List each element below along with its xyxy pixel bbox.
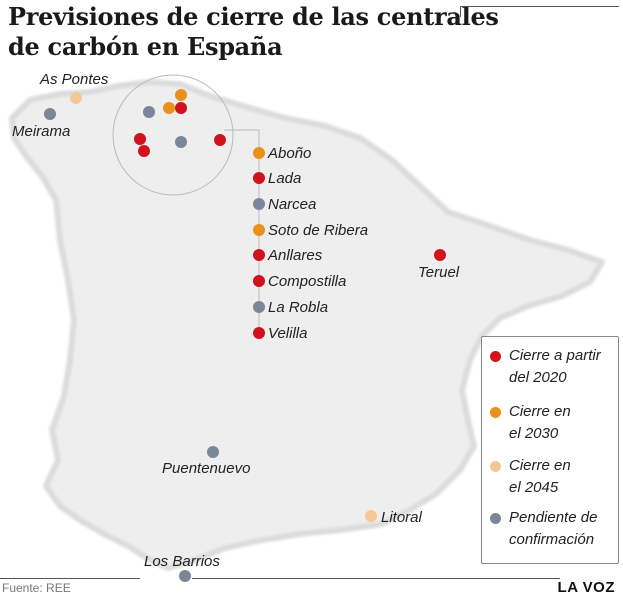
legend-item-cierre-2020: Cierre a partir del 2020 bbox=[490, 345, 623, 389]
plant-marker-narcea[interactable] bbox=[253, 198, 265, 210]
plant-label-compostilla: Compostilla bbox=[268, 273, 346, 290]
map-title-line-1: Previsiones de cierre de las centrales bbox=[8, 2, 499, 31]
plant-marker-soto-de-ribera[interactable] bbox=[253, 224, 265, 236]
cluster-plant-marker bbox=[134, 133, 146, 145]
plant-label-as-pontes: As Pontes bbox=[39, 71, 109, 88]
plant-label-teruel: Teruel bbox=[418, 264, 460, 281]
legend-item-cierre-2030: Cierre en el 2030 bbox=[490, 401, 623, 445]
legend-label: Pendiente de confirmación bbox=[509, 509, 598, 548]
brand-logo: LA VOZ bbox=[557, 579, 615, 596]
legend-label: Cierre en el 2045 bbox=[509, 457, 571, 496]
legend-dot-icon bbox=[490, 407, 501, 418]
connector-line bbox=[224, 129, 260, 334]
plant-marker-lada[interactable] bbox=[253, 172, 265, 184]
plant-marker-abono[interactable] bbox=[253, 147, 265, 159]
plant-label-abono: Aboño bbox=[267, 145, 311, 162]
footer-rule-right bbox=[192, 578, 560, 579]
plant-label-velilla: Velilla bbox=[268, 325, 307, 342]
cluster-plant-marker bbox=[143, 106, 155, 118]
legend-label: Cierre en el 2030 bbox=[509, 403, 571, 442]
plant-marker-meirama[interactable] bbox=[44, 108, 56, 120]
legend-dot-icon bbox=[490, 513, 501, 524]
map-title-line-2: de carbón en España bbox=[8, 32, 283, 61]
plant-label-puentenuevo: Puentenuevo bbox=[162, 460, 250, 477]
plant-marker-litoral[interactable] bbox=[365, 510, 377, 522]
plant-marker-anllares[interactable] bbox=[253, 249, 265, 261]
legend-item-pendiente: Pendiente de confirmación bbox=[490, 507, 623, 551]
plant-label-los-barrios: Los Barrios bbox=[144, 553, 220, 570]
plant-marker-compostilla[interactable] bbox=[253, 275, 265, 287]
cluster-plant-marker bbox=[138, 145, 150, 157]
plant-marker-as-pontes[interactable] bbox=[70, 92, 82, 104]
map-title: Previsiones de cierre de las centrales d… bbox=[8, 2, 499, 62]
footer: Fuente: REE LA VOZ bbox=[0, 578, 623, 597]
cluster-plant-marker bbox=[163, 102, 175, 114]
peninsula-shape bbox=[9, 79, 605, 571]
plant-label-soto-de-ribera: Soto de Ribera bbox=[268, 222, 368, 239]
legend: Cierre a partir del 2020 Cierre en el 203… bbox=[481, 336, 619, 564]
legend-dot-icon bbox=[490, 461, 501, 472]
plant-label-narcea: Narcea bbox=[268, 196, 316, 213]
plant-marker-la-robla[interactable] bbox=[253, 301, 265, 313]
plant-label-meirama: Meirama bbox=[12, 123, 70, 140]
cluster-plant-marker bbox=[175, 136, 187, 148]
footer-rule-left bbox=[0, 578, 140, 579]
plant-label-lada: Lada bbox=[268, 170, 301, 187]
cluster-plant-marker bbox=[175, 102, 187, 114]
plant-label-anllares: Anllares bbox=[267, 247, 323, 264]
legend-dot-icon bbox=[490, 351, 501, 362]
plant-marker-puentenuevo[interactable] bbox=[207, 446, 219, 458]
legend-item-cierre-2045: Cierre en el 2045 bbox=[490, 455, 623, 499]
source-note: Fuente: REE bbox=[2, 581, 71, 595]
cluster-plant-marker bbox=[175, 89, 187, 101]
plant-marker-los-barrios[interactable] bbox=[179, 570, 191, 582]
plant-marker-teruel[interactable] bbox=[434, 249, 446, 261]
zoom-circle bbox=[112, 74, 234, 196]
legend-label: Cierre a partir del 2020 bbox=[509, 347, 601, 386]
plant-label-la-robla: La Robla bbox=[268, 299, 328, 316]
cluster-plant-marker bbox=[214, 134, 226, 146]
title-rule bbox=[460, 6, 619, 17]
plant-label-litoral: Litoral bbox=[381, 509, 423, 526]
plant-marker-velilla[interactable] bbox=[253, 327, 265, 339]
